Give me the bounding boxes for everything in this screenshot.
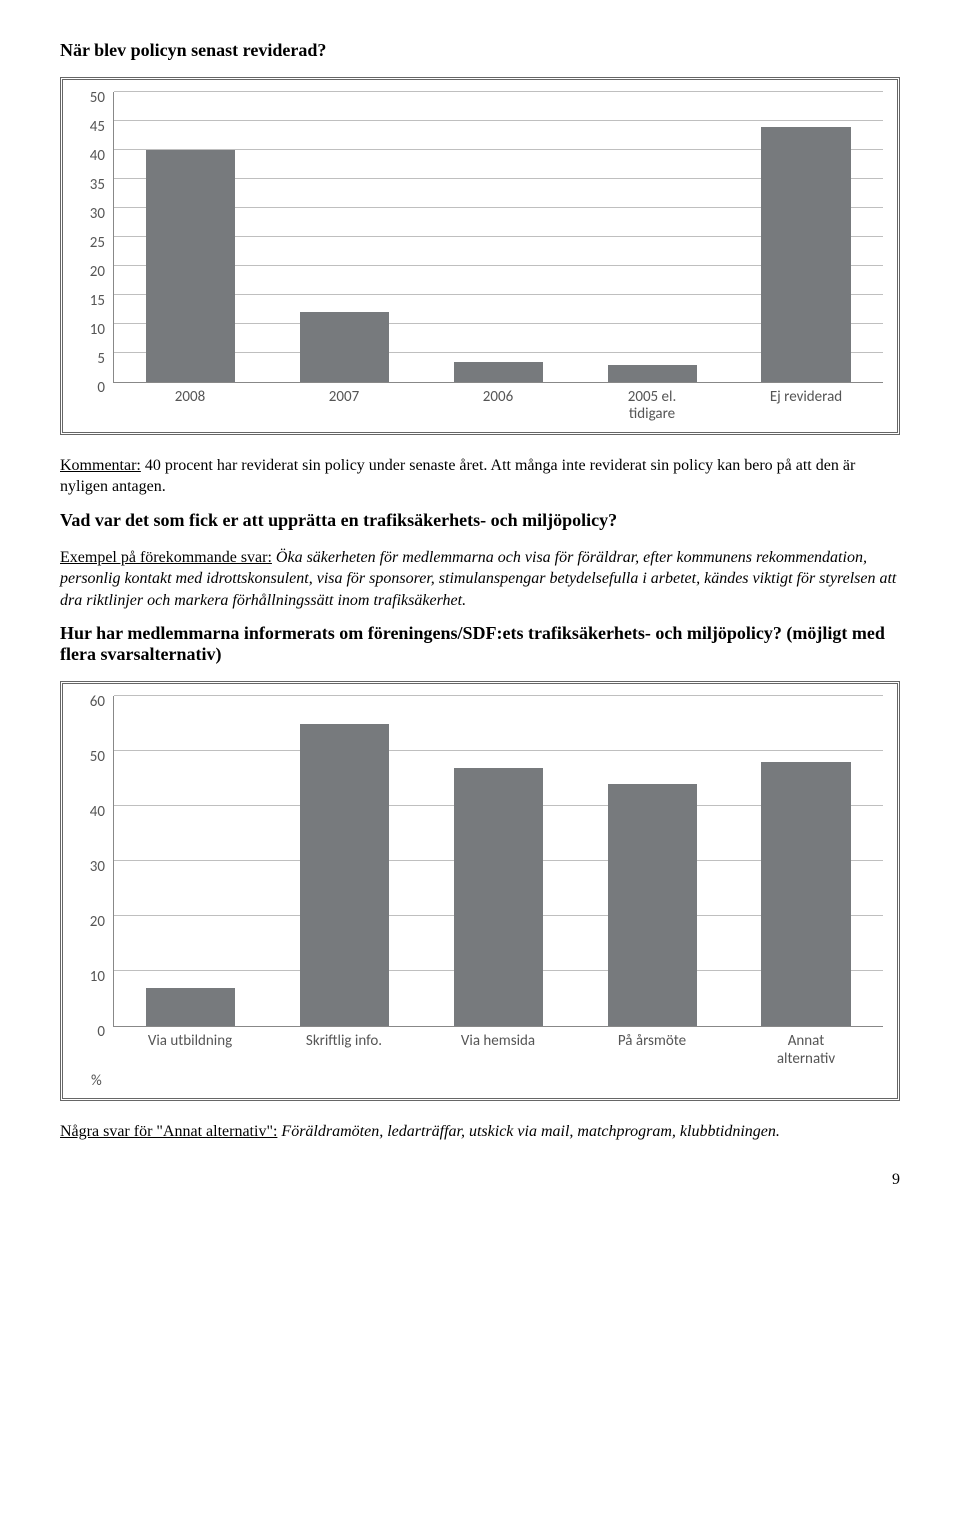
bar-slot — [114, 696, 268, 1026]
para-kommentar: Kommentar: 40 procent har reviderat sin … — [60, 455, 900, 498]
bar — [761, 762, 850, 1026]
x-unit-label: % — [91, 1072, 883, 1090]
bar — [146, 150, 235, 382]
x-label: Skriftlig info. — [267, 1033, 421, 1068]
bar-slot — [268, 92, 422, 382]
bar — [608, 365, 697, 382]
bar-slot — [422, 92, 576, 382]
bar — [146, 988, 235, 1027]
bar-slot — [422, 696, 576, 1026]
para-kommentar-lead: Kommentar: — [60, 457, 141, 474]
x-axis: Via utbildningSkriftlig info.Via hemsida… — [77, 1033, 883, 1068]
x-label: Annatalternativ — [729, 1033, 883, 1068]
bar-slot — [268, 696, 422, 1026]
bar-slot — [114, 92, 268, 382]
page-number: 9 — [60, 1171, 900, 1189]
bar-slot — [575, 92, 729, 382]
x-label: 2008 — [113, 389, 267, 424]
x-label: Ej reviderad — [729, 389, 883, 424]
plot-area — [113, 92, 883, 383]
heading-vad-var-det: Vad var det som fick er att upprätta en … — [60, 510, 900, 531]
chart1: 504540353025201510502008200720062005 el.… — [77, 92, 883, 424]
para-kommentar-body: 40 procent har reviderat sin policy unde… — [60, 457, 855, 496]
bar-slot — [729, 92, 883, 382]
bar — [608, 784, 697, 1026]
x-label: 2005 el.tidigare — [575, 389, 729, 424]
para-annat-alternativ: Några svar för "Annat alternativ": Föräl… — [60, 1121, 900, 1143]
y-axis: 50454035302520151050 — [77, 92, 113, 382]
bar-slot — [729, 696, 883, 1026]
chart1-frame: 504540353025201510502008200720062005 el.… — [60, 77, 900, 435]
bar — [300, 312, 389, 382]
bar — [761, 127, 850, 382]
bar — [454, 768, 543, 1027]
bar — [300, 724, 389, 1027]
bars-container — [114, 92, 883, 382]
para-annat-lead: Några svar för "Annat alternativ": — [60, 1123, 277, 1140]
plot-area — [113, 696, 883, 1027]
heading-policy-revised: När blev policyn senast reviderad? — [60, 40, 900, 61]
bar — [454, 362, 543, 382]
chart2-frame: 6050403020100Via utbildningSkriftlig inf… — [60, 681, 900, 1101]
y-axis: 6050403020100 — [77, 696, 113, 1026]
heading-hur-informerats: Hur har medlemmarna informerats om fören… — [60, 623, 900, 665]
x-label: 2006 — [421, 389, 575, 424]
bar-slot — [575, 696, 729, 1026]
x-label: På årsmöte — [575, 1033, 729, 1068]
x-label: 2007 — [267, 389, 421, 424]
x-label: Via utbildning — [113, 1033, 267, 1068]
para-exempel: Exempel på förekommande svar: Öka säkerh… — [60, 547, 900, 612]
chart2: 6050403020100Via utbildningSkriftlig inf… — [77, 696, 883, 1090]
bars-container — [114, 696, 883, 1026]
para-annat-body: Föräldramöten, ledarträffar, utskick via… — [277, 1123, 779, 1140]
x-axis: 2008200720062005 el.tidigareEj reviderad — [77, 389, 883, 424]
para-exempel-lead: Exempel på förekommande svar: — [60, 549, 272, 566]
x-label: Via hemsida — [421, 1033, 575, 1068]
